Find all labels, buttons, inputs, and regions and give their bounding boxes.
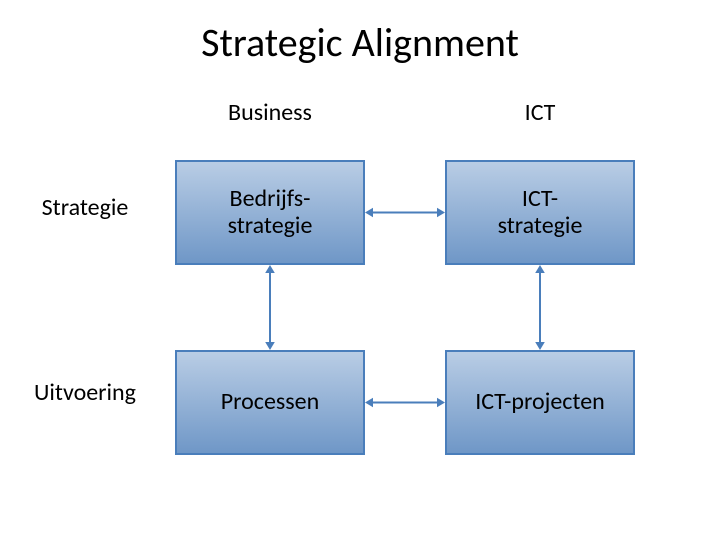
box-bedrijfsstrategie: Bedrijfs- strategie (175, 160, 365, 265)
arrows-layer (0, 0, 720, 540)
box-processen: Processen (175, 350, 365, 455)
row-label-strategie: Strategie (0, 193, 185, 222)
box-ictprojecten: ICT-projecten (445, 350, 635, 455)
box-ictstrategie: ICT- strategie (445, 160, 635, 265)
column-header-ict: ICT (440, 98, 640, 127)
slide-title: Strategic Alignment (0, 18, 720, 67)
slide: Strategic Alignment Business ICT Strateg… (0, 0, 720, 540)
row-label-uitvoering: Uitvoering (0, 378, 185, 407)
column-header-business: Business (170, 98, 370, 127)
